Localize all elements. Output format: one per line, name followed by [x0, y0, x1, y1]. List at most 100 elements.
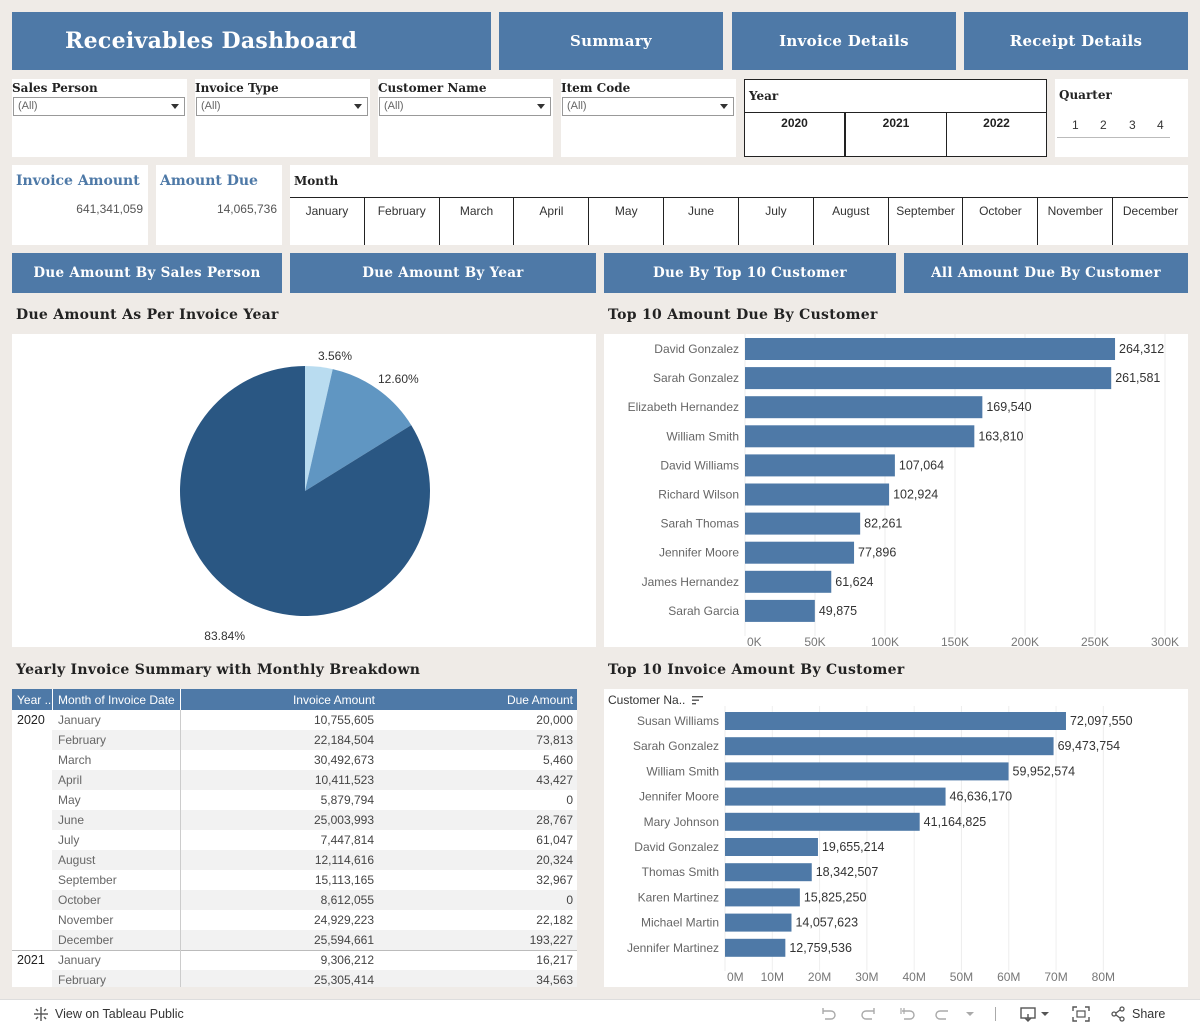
table-row[interactable]: June 25,003,993 28,767 — [12, 810, 577, 830]
bar[interactable] — [745, 541, 855, 564]
pie-slice[interactable] — [180, 366, 430, 616]
download-icon[interactable] — [1020, 1006, 1050, 1022]
nav-summary-button[interactable]: Summary — [499, 12, 723, 70]
summary-table: Year .. Month of Invoice Date Invoice Am… — [12, 689, 577, 987]
redo-icon[interactable] — [860, 1006, 878, 1022]
undo-icon[interactable] — [819, 1006, 837, 1022]
column-header-invoice-amount[interactable]: Invoice Amount — [292, 693, 375, 707]
category-label: Elizabeth Hernandez — [628, 400, 739, 414]
revert-icon[interactable] — [898, 1006, 916, 1022]
bar-value-label: 41,164,825 — [924, 815, 987, 829]
table-row[interactable]: April 10,411,523 43,427 — [12, 770, 577, 790]
month-cell: March — [58, 753, 92, 767]
column-header-year[interactable]: Year .. — [17, 693, 52, 707]
bar[interactable] — [725, 913, 792, 932]
nav-invoice-details-button[interactable]: Invoice Details — [732, 12, 956, 70]
all-amount-due-by-customer-button[interactable]: All Amount Due By Customer — [904, 253, 1188, 293]
bar[interactable] — [725, 712, 1066, 730]
bar[interactable] — [745, 425, 975, 448]
due-by-top-10-customer-button[interactable]: Due By Top 10 Customer — [604, 253, 896, 293]
refresh-icon[interactable] — [934, 1006, 952, 1022]
month-option[interactable]: December — [1122, 204, 1179, 218]
item-code-dropdown[interactable]: (All) — [562, 97, 734, 116]
invoice-amount-cell: 25,003,993 — [313, 813, 374, 827]
bar[interactable] — [725, 938, 786, 957]
bar[interactable] — [745, 367, 1112, 390]
category-label: Sarah Gonzalez — [653, 371, 739, 385]
table-row[interactable]: March 30,492,673 5,460 — [12, 750, 577, 770]
sort-icon[interactable] — [691, 695, 704, 705]
bar[interactable] — [725, 762, 1009, 781]
customer-name-dropdown[interactable]: (All) — [379, 97, 551, 116]
share-button[interactable]: Share — [1110, 1006, 1165, 1022]
bar[interactable] — [745, 454, 895, 477]
year-option-2022[interactable]: 2022 — [983, 116, 1010, 130]
pie-slice[interactable] — [305, 369, 412, 491]
month-option[interactable]: January — [290, 198, 365, 245]
nav-receipt-details-button[interactable]: Receipt Details — [964, 12, 1188, 70]
bar[interactable] — [745, 599, 815, 622]
month-option[interactable]: November — [1038, 198, 1114, 245]
bar-value-label: 46,636,170 — [950, 790, 1013, 804]
bar-value-label: 82,261 — [864, 517, 902, 531]
year-option-2020[interactable]: 2020 — [745, 113, 846, 156]
quarter-option-4[interactable]: 4 — [1157, 118, 1164, 132]
category-label: Karen Martinez — [638, 890, 719, 904]
due-by-sales-person-button[interactable]: Due Amount By Sales Person — [12, 253, 282, 293]
bar[interactable] — [745, 396, 983, 419]
tableau-logo-icon — [34, 1007, 48, 1021]
bar-value-label: 18,342,507 — [816, 865, 879, 879]
pause-dropdown-icon[interactable] — [965, 1006, 975, 1022]
bar[interactable] — [725, 787, 946, 806]
bar[interactable] — [745, 570, 832, 593]
column-header-month[interactable]: Month of Invoice Date — [58, 693, 175, 707]
month-option[interactable]: October — [964, 198, 1039, 245]
year-option-2021[interactable]: 2021 — [846, 113, 947, 156]
table-row[interactable]: May 5,879,794 0 — [12, 790, 577, 810]
pie-slice[interactable] — [305, 366, 333, 491]
quarter-option-3[interactable]: 3 — [1129, 118, 1136, 132]
table-row[interactable]: February 22,184,504 73,813 — [12, 730, 577, 750]
quarter-label: Quarter — [1059, 88, 1112, 102]
table-row[interactable]: December 25,594,661 193,227 — [12, 930, 577, 950]
table-row[interactable]: August 12,114,616 20,324 — [12, 850, 577, 870]
view-on-tableau-link[interactable]: View on Tableau Public — [33, 1006, 184, 1022]
table-row[interactable]: February 25,305,414 34,563 — [12, 970, 577, 987]
bar-value-label: 107,064 — [899, 458, 944, 472]
month-option[interactable]: April — [515, 198, 590, 245]
invoice-type-dropdown[interactable]: (All) — [196, 97, 368, 116]
bar[interactable] — [745, 483, 890, 506]
quarter-option-1[interactable]: 1 — [1072, 118, 1079, 132]
axis-tick-label: 300K — [1151, 635, 1179, 647]
month-option[interactable]: June — [664, 198, 739, 245]
column-header-due-amount[interactable]: Due Amount — [506, 693, 573, 707]
month-option[interactable]: March — [440, 198, 515, 245]
bar[interactable] — [745, 512, 861, 535]
bar[interactable] — [725, 888, 800, 907]
bar[interactable] — [725, 838, 818, 856]
table-row[interactable]: October 8,612,055 0 — [12, 890, 577, 910]
month-option[interactable]: August — [814, 198, 889, 245]
table-row[interactable]: 2020 January 10,755,605 20,000 — [12, 710, 577, 730]
month-option[interactable]: September — [889, 198, 964, 245]
month-option[interactable]: May — [589, 198, 665, 245]
table-title: Yearly Invoice Summary with Monthly Brea… — [16, 662, 421, 678]
table-row[interactable]: 2021 January 9,306,212 16,217 — [12, 950, 577, 970]
chevron-down-icon — [171, 104, 179, 109]
bar[interactable] — [725, 812, 920, 831]
table-row[interactable]: September 15,113,165 32,967 — [12, 870, 577, 890]
bar[interactable] — [745, 338, 1116, 360]
sales-person-dropdown[interactable]: (All) — [13, 97, 185, 116]
table-row[interactable]: November 24,929,223 22,182 — [12, 910, 577, 930]
fullscreen-icon[interactable] — [1072, 1006, 1090, 1022]
bar[interactable] — [725, 863, 812, 882]
filter-item-code: Item Code (All) — [561, 79, 736, 157]
due-by-year-button[interactable]: Due Amount By Year — [290, 253, 596, 293]
month-option[interactable]: July — [739, 198, 814, 245]
table-row[interactable]: July 7,447,814 61,047 — [12, 830, 577, 850]
quarter-option-2[interactable]: 2 — [1100, 118, 1107, 132]
month-option[interactable]: February — [365, 198, 440, 245]
axis-tick-label: 50K — [804, 635, 825, 647]
customer-name-axis-header[interactable]: Customer Na.. — [608, 693, 704, 707]
bar[interactable] — [725, 737, 1054, 756]
